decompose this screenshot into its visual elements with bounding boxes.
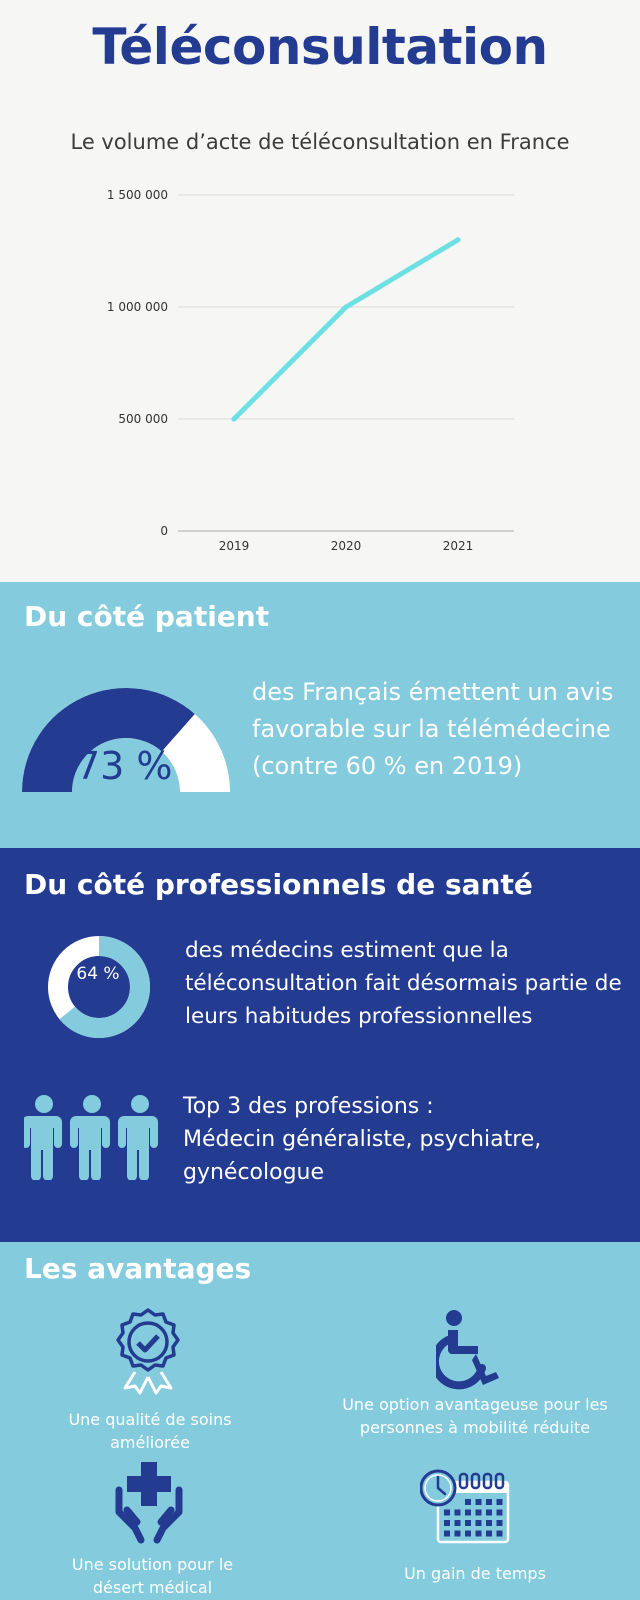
patient-section: Du côté patient 73 % des Français émette… xyxy=(0,582,640,848)
chart-section: Téléconsultation Le volume d’acte de tél… xyxy=(0,0,640,582)
donut-percent-label: 64 % xyxy=(76,964,120,984)
calendar-day xyxy=(486,1499,492,1505)
top3-title: Top 3 des professions : xyxy=(183,1094,434,1119)
y-tick-label: 0 xyxy=(160,524,168,538)
calendar-day xyxy=(486,1520,492,1526)
calendar-day xyxy=(465,1520,471,1526)
calendar-day xyxy=(475,1520,482,1526)
calendar-day xyxy=(475,1499,482,1505)
professionals-heading: Du côté professionnels de santé xyxy=(24,868,533,901)
people-icon xyxy=(24,1095,158,1180)
calendar-day xyxy=(496,1499,503,1505)
patient-heading: Du côté patient xyxy=(24,600,270,633)
calendar-day xyxy=(444,1520,450,1526)
line-chart: 0 500 000 1 000 000 1 500 000 2019 2020 2021 xyxy=(107,188,514,553)
advantage-label-quality: Une qualité de soins améliorée xyxy=(68,1410,232,1452)
person-icon xyxy=(24,1095,62,1180)
calendar-day xyxy=(486,1530,492,1537)
calendar-day xyxy=(454,1530,461,1537)
calendar-day xyxy=(486,1509,492,1516)
calendar-day xyxy=(475,1530,482,1537)
page-title: Téléconsultation xyxy=(92,18,548,76)
calendar-day xyxy=(496,1520,503,1526)
y-tick-label: 500 000 xyxy=(118,412,168,426)
y-tick-label: 1 000 000 xyxy=(107,300,168,314)
advantage-label-mobility: Une option avantageuse pour les personne… xyxy=(342,1395,608,1437)
data-point xyxy=(455,237,461,243)
top3-list: Médecin généraliste, psychiatre, gynécol… xyxy=(183,1127,542,1185)
calendar-day xyxy=(444,1530,450,1537)
professionals-section: Du côté professionnels de santé 64 % des… xyxy=(0,848,640,1242)
series-line xyxy=(231,237,461,422)
advantage-label-medical-desert: Une solution pour le désert médical xyxy=(71,1555,234,1597)
y-tick-label: 1 500 000 xyxy=(107,188,168,202)
gauge-fill xyxy=(22,688,195,792)
gauge-percent-label: 73 % xyxy=(76,744,173,788)
patient-stat-text: des Français émettent un avis favorable … xyxy=(252,678,614,780)
calendar-day xyxy=(496,1509,503,1516)
top3-professions: Top 3 des professions : Médecin générali… xyxy=(183,1090,628,1189)
advantages-heading: Les avantages xyxy=(24,1252,252,1285)
calendar-day xyxy=(444,1509,450,1516)
calendar-day xyxy=(454,1520,461,1526)
donut-fill xyxy=(48,936,150,1038)
data-point xyxy=(343,304,349,310)
gauge-chart xyxy=(22,688,230,792)
clock-calendar-icon xyxy=(420,1469,510,1544)
award-badge-icon xyxy=(116,1308,180,1395)
x-tick-label: 2020 xyxy=(331,539,362,553)
calendar-day xyxy=(454,1509,461,1516)
calendar-day xyxy=(475,1509,482,1516)
professionals-stat-text: des médecins estiment que la téléconsult… xyxy=(185,938,622,1029)
calendar-day xyxy=(496,1530,503,1537)
hands-medical-cross-icon xyxy=(115,1462,183,1544)
calendar-day xyxy=(465,1499,471,1505)
x-tick-label: 2021 xyxy=(443,539,474,553)
calendar-day xyxy=(465,1509,471,1516)
x-tick-label: 2019 xyxy=(219,539,250,553)
calendar-day xyxy=(465,1530,471,1537)
advantages-section: Les avantages Une qualité de soins améli… xyxy=(0,1242,640,1600)
wheelchair-icon xyxy=(436,1310,499,1390)
calendar-grid xyxy=(444,1499,503,1537)
data-point xyxy=(231,416,237,422)
chart-title: Le volume d’acte de téléconsultation en … xyxy=(70,130,570,154)
donut-chart xyxy=(48,936,150,1038)
advantage-label-time: Un gain de temps xyxy=(404,1564,546,1583)
